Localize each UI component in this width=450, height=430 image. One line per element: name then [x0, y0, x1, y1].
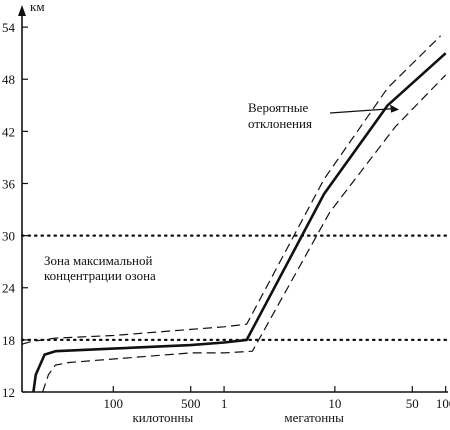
series-line-upper-deviation [21, 35, 442, 345]
reference-lines [20, 234, 448, 341]
annotations: Вероятные отклонения Зона максимальной конц… [44, 100, 400, 283]
x-group-label-kilotons: килотонны [132, 410, 193, 425]
annotation-ozone-zone: Зона максимальной концентрации озона [44, 253, 156, 283]
annotation-deviations: Вероятные отклонения [248, 100, 312, 131]
x-tick-label: 500 [181, 396, 201, 411]
annotation-arrow-line [329, 108, 394, 114]
y-tick-label: 12 [2, 385, 15, 400]
x-tick-label: 50 [406, 396, 419, 411]
y-tick-label: 54 [2, 20, 16, 35]
annotation-line: Вероятные [248, 100, 309, 115]
x-tick-label: 100 [436, 396, 450, 411]
annotation-line: Зона максимальной [44, 253, 153, 268]
annotation-line: отклонения [248, 116, 312, 131]
annotation-arrowhead [390, 104, 400, 113]
y-tick-label: 18 [2, 333, 15, 348]
x-tick-label: 1 [221, 396, 228, 411]
series-line-lower-deviation [42, 74, 447, 393]
x-tick-label: 100 [104, 396, 124, 411]
x-tick-label: 10 [328, 396, 341, 411]
series-lines [21, 35, 447, 393]
y-tick-label: 48 [2, 72, 15, 87]
y-tick-label: 24 [2, 281, 16, 296]
ticks: 12 18 24 30 36 42 48 54 100 500 1 10 50 100 килотонны м… [2, 20, 450, 425]
y-axis-arrow [18, 5, 26, 16]
series-line-main [32, 52, 447, 393]
annotation-line: концентрации озона [44, 268, 156, 283]
y-tick-label: 30 [2, 229, 15, 244]
y-tick-label: 36 [2, 176, 16, 191]
x-group-label-megatons: мегатонны [284, 410, 344, 425]
y-tick-label: 42 [2, 124, 15, 139]
axes: км [18, 0, 448, 393]
y-axis-label: км [30, 0, 45, 14]
